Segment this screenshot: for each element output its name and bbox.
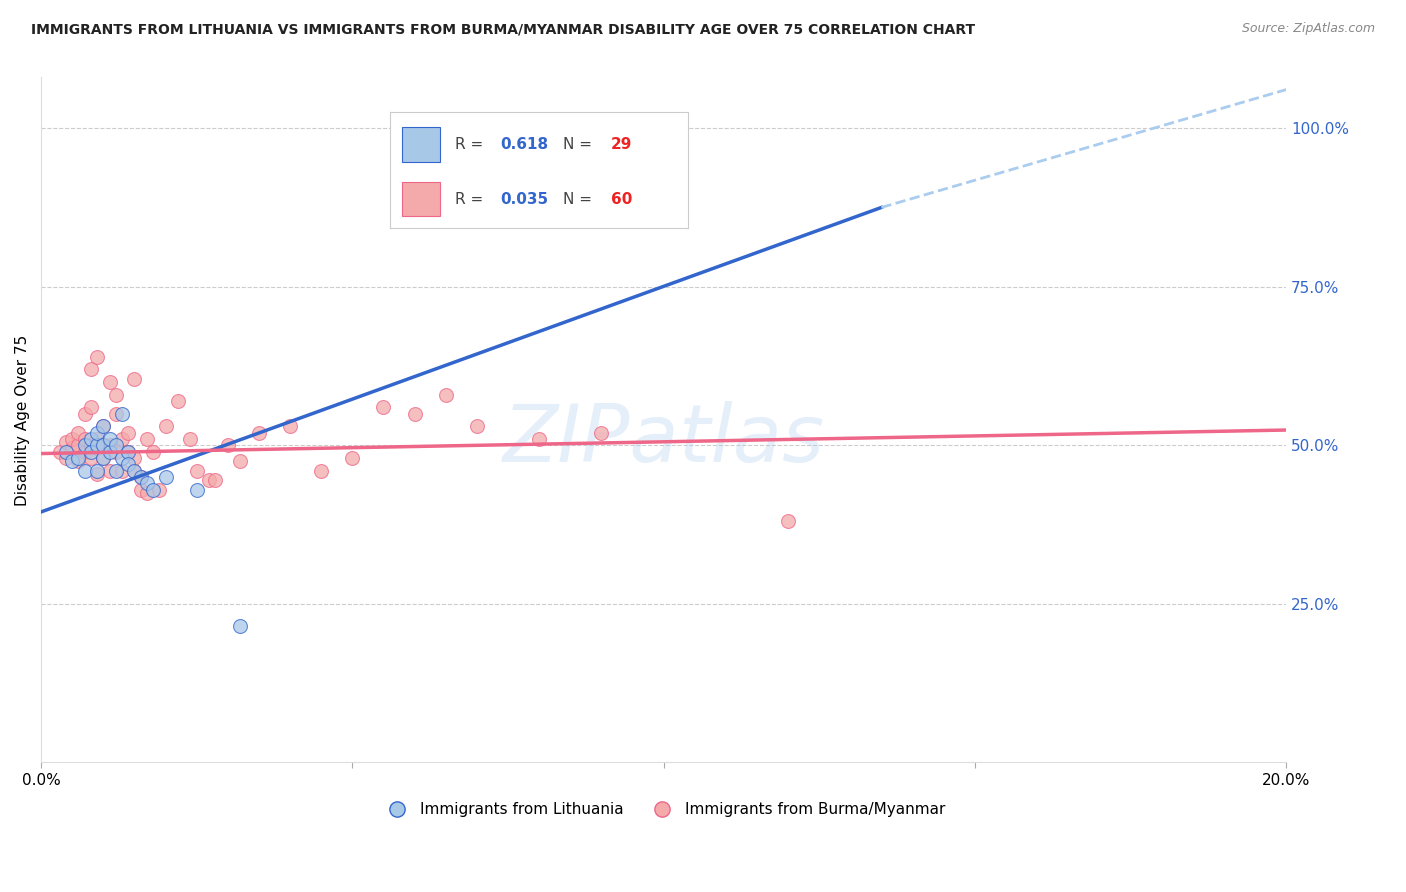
- Point: [80, 362, 103, 376]
- Point: [404, 407, 426, 421]
- Point: [104, 438, 127, 452]
- Point: [776, 515, 799, 529]
- Point: [129, 483, 152, 497]
- Point: [198, 473, 221, 487]
- Point: [404, 153, 426, 167]
- Text: ZIPatlas: ZIPatlas: [502, 401, 824, 480]
- Point: [117, 444, 139, 458]
- Point: [104, 407, 127, 421]
- Point: [229, 454, 252, 468]
- Point: [73, 438, 96, 452]
- Point: [86, 442, 108, 456]
- Point: [86, 464, 108, 478]
- Point: [179, 432, 201, 446]
- Point: [98, 432, 121, 446]
- Legend: Immigrants from Lithuania, Immigrants from Burma/Myanmar: Immigrants from Lithuania, Immigrants fr…: [375, 796, 952, 823]
- Point: [204, 473, 226, 487]
- Point: [80, 450, 103, 465]
- Point: [342, 450, 364, 465]
- Point: [80, 438, 103, 452]
- Point: [124, 464, 146, 478]
- Point: [60, 432, 83, 446]
- Point: [73, 464, 96, 478]
- Point: [104, 464, 127, 478]
- Point: [591, 425, 613, 440]
- Point: [86, 425, 108, 440]
- Point: [86, 438, 108, 452]
- Point: [124, 450, 146, 465]
- Point: [111, 450, 134, 465]
- Point: [124, 464, 146, 478]
- Point: [229, 619, 252, 633]
- Point: [93, 438, 115, 452]
- Point: [117, 458, 139, 472]
- Point: [111, 407, 134, 421]
- Point: [55, 435, 77, 450]
- Y-axis label: Disability Age Over 75: Disability Age Over 75: [15, 334, 30, 506]
- Point: [135, 486, 157, 500]
- Point: [98, 375, 121, 389]
- Point: [186, 483, 208, 497]
- Point: [124, 372, 146, 386]
- Point: [111, 432, 134, 446]
- Text: IMMIGRANTS FROM LITHUANIA VS IMMIGRANTS FROM BURMA/MYANMAR DISABILITY AGE OVER 7: IMMIGRANTS FROM LITHUANIA VS IMMIGRANTS …: [31, 22, 974, 37]
- Point: [117, 425, 139, 440]
- Point: [93, 419, 115, 434]
- Point: [67, 438, 90, 452]
- Point: [67, 450, 90, 465]
- Point: [93, 438, 115, 452]
- Point: [93, 450, 115, 465]
- Point: [247, 425, 270, 440]
- Point: [67, 454, 90, 468]
- Point: [167, 393, 190, 408]
- Point: [129, 470, 152, 484]
- Point: [111, 464, 134, 478]
- Point: [104, 444, 127, 458]
- Point: [86, 467, 108, 481]
- Point: [80, 401, 103, 415]
- Point: [80, 432, 103, 446]
- Point: [155, 419, 177, 434]
- Point: [309, 464, 332, 478]
- Point: [67, 425, 90, 440]
- Point: [55, 444, 77, 458]
- Point: [98, 464, 121, 478]
- Point: [373, 401, 395, 415]
- Point: [434, 387, 457, 401]
- Point: [117, 444, 139, 458]
- Point: [217, 438, 239, 452]
- Point: [148, 483, 170, 497]
- Point: [129, 470, 152, 484]
- Point: [73, 432, 96, 446]
- Point: [73, 407, 96, 421]
- Point: [55, 450, 77, 465]
- Point: [80, 444, 103, 458]
- Point: [278, 419, 301, 434]
- Point: [86, 350, 108, 364]
- Point: [142, 444, 165, 458]
- Point: [135, 432, 157, 446]
- Point: [155, 470, 177, 484]
- Text: Source: ZipAtlas.com: Source: ZipAtlas.com: [1241, 22, 1375, 36]
- Point: [465, 419, 488, 434]
- Point: [86, 432, 108, 446]
- Point: [104, 387, 127, 401]
- Point: [60, 442, 83, 456]
- Point: [135, 476, 157, 491]
- Point: [93, 450, 115, 465]
- Point: [98, 444, 121, 458]
- Point: [73, 444, 96, 458]
- Point: [93, 419, 115, 434]
- Point: [49, 444, 72, 458]
- Point: [142, 483, 165, 497]
- Point: [98, 438, 121, 452]
- Point: [60, 454, 83, 468]
- Point: [527, 432, 550, 446]
- Point: [186, 464, 208, 478]
